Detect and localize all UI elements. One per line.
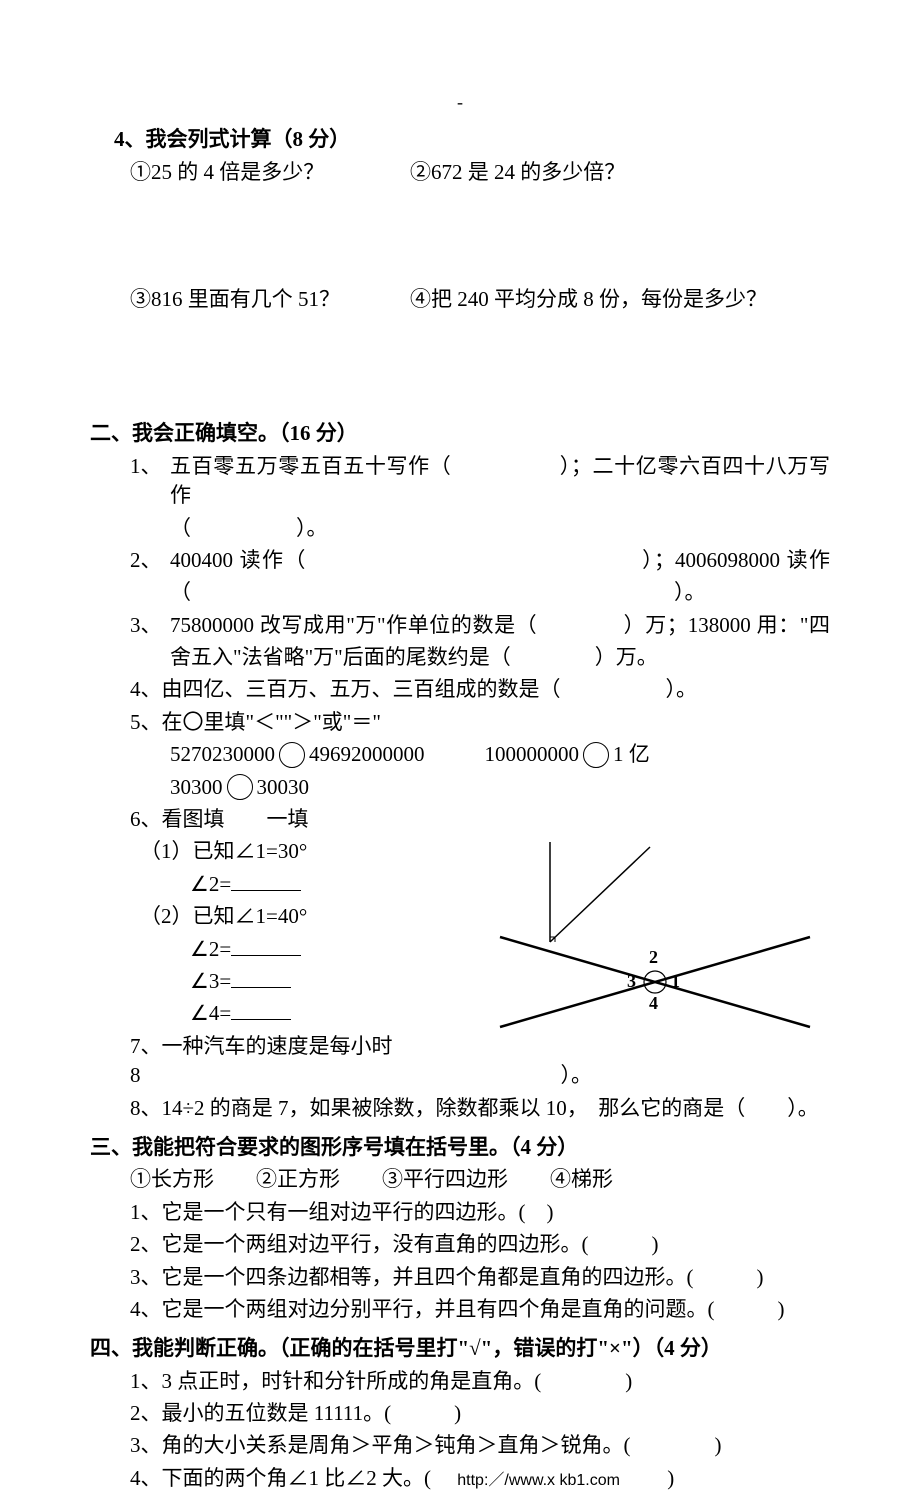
q4-3: ③816 里面有几个 51？ bbox=[130, 285, 410, 314]
url-text: http:／/www.x kb1.com bbox=[457, 1472, 620, 1489]
angle-questions: （1）已知∠1=30° ∠2= （2）已知∠1=40° ∠2= ∠3= ∠4= … bbox=[90, 837, 830, 1028]
s2-q5: 5、在〇里填"＜""＞"或"＝" bbox=[130, 708, 830, 737]
page-top-dash: - bbox=[90, 90, 830, 115]
s3-q1: 1、它是一个只有一组对边平行的四边形。( ) bbox=[130, 1198, 830, 1227]
section-4-title: 4、我会列式计算（8 分） bbox=[114, 125, 830, 154]
fill-blank bbox=[231, 987, 291, 988]
s3-q4: 4、它是一个两组对边分别平行，并且有四个角是直角的问题。( ) bbox=[130, 1295, 830, 1324]
section-2-title: 二、我会正确填空。（16 分） bbox=[90, 419, 830, 448]
circle-blank bbox=[227, 774, 253, 800]
s2-q2-cont: （ ）。 bbox=[170, 578, 830, 607]
s3-q3: 3、它是一个四条边都相等，并且四个角都是直角的四边形。( ) bbox=[130, 1263, 830, 1292]
q4-2: ②672 是 24 的多少倍？ bbox=[410, 158, 830, 187]
d2-label-4: 4 bbox=[649, 991, 658, 1016]
fill-blank bbox=[231, 1019, 291, 1020]
s2-q3-cont: 舍五入"法省略"万"后面的尾数约是（ ）万。 bbox=[170, 643, 830, 672]
s2-q3: 3、 75800000 改写成用"万"作单位的数是（ ）万；138000 用："… bbox=[130, 611, 830, 640]
fill-blank bbox=[231, 890, 301, 891]
circle-blank bbox=[279, 742, 305, 768]
cmp-b2: 1 亿 bbox=[613, 740, 650, 769]
s2-q6: 6、看图填 一填 bbox=[130, 805, 830, 834]
s2-q2: 2、 400400 读作（ ）；4006098000 读作 bbox=[130, 546, 830, 575]
d2-label-2: 2 bbox=[649, 945, 658, 970]
page-bottom-dash: - bbox=[0, 1237, 920, 1262]
section-3-title: 三、我能把符合要求的图形序号填在括号里。（4 分） bbox=[90, 1133, 830, 1162]
s4b-q3: 3、角的大小关系是周角＞平角＞钝角＞直角＞锐角。( ) bbox=[130, 1431, 830, 1460]
cmp-c2: 30030 bbox=[257, 773, 310, 802]
cmp-c1: 30300 bbox=[170, 773, 223, 802]
q4-1: ①25 的 4 倍是多少？ bbox=[130, 158, 410, 187]
d2-label-1: 1 bbox=[671, 969, 680, 994]
cmp-a1: 5270230000 bbox=[170, 740, 275, 769]
fill-blank bbox=[231, 955, 301, 956]
s2-q1-cont: （ ）。 bbox=[170, 514, 830, 543]
circle-blank bbox=[583, 742, 609, 768]
d2-label-3: 3 bbox=[627, 969, 636, 994]
s2-q4: 4、由四亿、三百万、五万、三百组成的数是（ ）。 bbox=[130, 675, 830, 704]
s2-q5-row1: 5270230000 49692000000 100000000 1 亿 bbox=[170, 740, 830, 769]
s2-q6-1a: ∠2= bbox=[190, 870, 830, 899]
s4b-q1: 1、3 点正时，时针和分针所成的角是直角。( ) bbox=[130, 1367, 830, 1396]
s4b-q2: 2、最小的五位数是 11111。( ) bbox=[130, 1399, 830, 1428]
cmp-a2: 49692000000 bbox=[309, 740, 425, 769]
cmp-b1: 100000000 bbox=[485, 740, 580, 769]
s2-q5-row2: 30300 30030 bbox=[170, 773, 830, 802]
q4-4: ④把 240 平均分成 8 份，每份是多少？ bbox=[410, 285, 830, 314]
s2-q1: 1、 五百零五万零五百五十写作（ ）；二十亿零六百四十八万写作 bbox=[130, 452, 830, 511]
angle-diagram-2 bbox=[490, 917, 820, 1047]
s3-opts: ①长方形 ②正方形 ③平行四边形 ④梯形 bbox=[130, 1165, 830, 1194]
s2-q8: 8、14÷2 的商是 7，如果被除数，除数都乘以 10， 那么它的商是（ ）。 bbox=[130, 1094, 830, 1123]
section-4b-title: 四、我能判断正确。（正确的在括号里打"√"，错误的打"×"）（4 分） bbox=[90, 1334, 830, 1363]
s4b-q4: 4、下面的两个角∠1 比∠2 大。( http:／/www.x kb1.com … bbox=[130, 1464, 830, 1493]
